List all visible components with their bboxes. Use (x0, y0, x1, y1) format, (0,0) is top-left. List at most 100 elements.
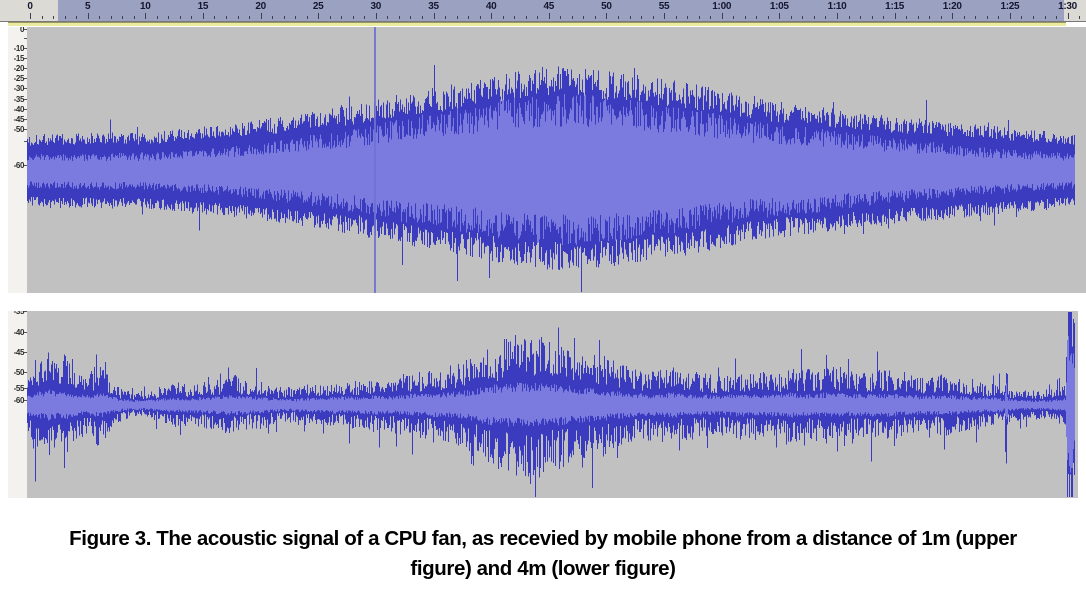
timeline-tick (364, 16, 366, 19)
db-tick-mark (24, 68, 27, 69)
timeline-tick (1056, 16, 1057, 19)
timeline-tick (583, 16, 585, 19)
timeline-tick (410, 16, 412, 19)
db-tick-label: -15 (13, 54, 25, 63)
timeline-tick (272, 16, 274, 19)
timeline-label: 20 (255, 1, 266, 12)
timeline-tick (318, 13, 320, 19)
timeline-tick (525, 16, 527, 19)
timeline-tick (341, 16, 343, 19)
waveform-area-1m[interactable] (27, 27, 1086, 293)
audio-track-1m[interactable]: 0 -10 -15 -20 -25 -30 -35 -40 -45 -50 -60 (0, 27, 1086, 293)
timeline-tick (1067, 13, 1069, 19)
timeline-tick (53, 16, 55, 19)
timeline-tick (375, 13, 377, 19)
timeline-tick (76, 16, 78, 19)
db-tick-label: -30 (13, 84, 25, 93)
timeline-tick (445, 16, 446, 19)
db-tick-label: -50 (13, 368, 25, 377)
db-tick-label: -55 (13, 384, 25, 393)
waveform-area-4m[interactable] (27, 311, 1078, 498)
db-tick-mark (24, 48, 27, 49)
timeline-tick (99, 16, 101, 19)
timeline-tick (237, 16, 239, 19)
db-tick-mark (24, 352, 27, 353)
timeline-tick (802, 16, 804, 19)
db-tick-label: -20 (13, 64, 25, 73)
figure-caption-line2: figure) and 4m (lower figure) (410, 557, 676, 580)
timeline-tick (744, 16, 746, 19)
edit-cursor-line (374, 27, 376, 293)
timeline-tick (249, 16, 250, 19)
timeline-label: 1:20 (942, 1, 962, 12)
db-tick-mark (24, 29, 27, 30)
timeline-tick (283, 16, 285, 19)
timeline-label: 55 (658, 1, 670, 12)
timeline-label: 25 (312, 1, 324, 12)
db-tick-mark (24, 58, 27, 59)
timeline-tick (675, 16, 677, 19)
timeline-tick (860, 16, 861, 19)
timeline-tick (398, 16, 400, 19)
timeline-label: 10 (140, 1, 151, 12)
timeline-tick (179, 16, 181, 19)
timeline-tick (975, 16, 977, 19)
timeline-tick (986, 16, 988, 19)
db-tick-mark (24, 400, 27, 401)
timeline-tick (168, 16, 170, 19)
db-tick-label: -40 (13, 105, 25, 114)
timeline-tick (1044, 16, 1046, 19)
audio-track-4m[interactable]: -35 -40 -45 -50 -55 -60 (0, 311, 1086, 498)
waveform-1m (27, 65, 1075, 292)
db-tick-mark (24, 332, 27, 333)
timeline-tick (906, 16, 908, 19)
timeline-tick (594, 16, 596, 19)
timeline-tick (721, 13, 723, 19)
clip-top-border (8, 22, 1066, 26)
timeline-label: 0 (27, 1, 33, 12)
timeline-ruler[interactable]: 0 5 10 15 20 25 30 35 40 45 50 55 1:00 1:05 1:10 1:15 1:… (0, 0, 1086, 22)
timeline-tick (813, 16, 815, 19)
timeline-label: 40 (485, 1, 497, 12)
db-tick-mark (24, 109, 27, 110)
db-tick-label: -35 (13, 311, 25, 316)
timeline-label: 1:30 (1058, 1, 1077, 12)
db-tick-label: -45 (13, 115, 25, 124)
db-tick-mark (24, 88, 27, 89)
timeline-tick (260, 13, 262, 19)
timeline-tick (41, 16, 43, 19)
timeline-tick (560, 16, 562, 19)
timeline-label: 1:10 (827, 1, 847, 12)
db-tick-mark (24, 141, 27, 142)
timeline-label: 1:00 (712, 1, 732, 12)
timeline-tick (87, 13, 89, 19)
timeline-tick (30, 13, 31, 19)
timeline-tick (502, 16, 504, 19)
db-tick-label: -25 (13, 74, 25, 83)
db-scale-lower[interactable]: -35 -40 -45 -50 -55 -60 (8, 311, 28, 498)
timeline-tick (871, 16, 873, 19)
timeline-tick (433, 13, 435, 19)
timeline-tick (214, 16, 216, 19)
figure-caption: Figure 3. The acoustic signal of a CPU f… (0, 524, 1086, 584)
timeline-tick (698, 16, 700, 19)
timeline-tick (387, 16, 389, 19)
db-scale-upper[interactable]: 0 -10 -15 -20 -25 -30 -35 -40 -45 -50 -60 (8, 27, 28, 293)
timeline-label: 1:05 (769, 1, 789, 12)
timeline-tick (202, 13, 204, 19)
db-tick-label: -40 (13, 328, 25, 337)
timeline-tick (664, 13, 665, 19)
db-tick-label: -35 (13, 95, 25, 104)
timeline-label: 50 (601, 1, 612, 12)
timeline-tick (940, 16, 942, 19)
timeline-tick (468, 16, 470, 19)
timeline-tick (894, 13, 896, 19)
db-tick-mark (24, 372, 27, 373)
timeline-label: 35 (428, 1, 439, 12)
timeline-selected-region[interactable] (58, 0, 1064, 22)
db-tick-label: 0 (19, 27, 24, 34)
timeline-tick (295, 16, 297, 19)
timeline-tick (952, 13, 954, 19)
timeline-tick (733, 16, 735, 19)
